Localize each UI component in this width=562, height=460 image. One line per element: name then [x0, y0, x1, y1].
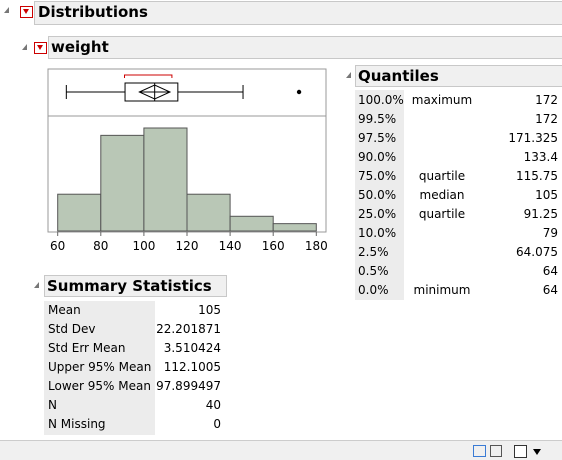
- variable-title: weight: [51, 38, 109, 56]
- quantile-percent: 2.5%: [358, 245, 389, 259]
- collapse-toggle[interactable]: [34, 282, 39, 288]
- stat-value: 105: [198, 303, 221, 317]
- quantile-percent: 75.0%: [358, 169, 397, 183]
- stat-value: 40: [205, 398, 221, 412]
- quantile-value: 171.325: [508, 131, 558, 145]
- x-tick-label: 120: [176, 239, 199, 253]
- quantile-value: 79: [542, 226, 558, 240]
- collapse-toggle[interactable]: [22, 44, 27, 50]
- home-icon[interactable]: [473, 445, 486, 457]
- quantile-label: minimum: [413, 283, 471, 297]
- quantile-label: maximum: [411, 93, 473, 107]
- quantile-value: 64: [542, 264, 558, 278]
- label-column: [44, 301, 155, 435]
- histogram-bar: [186, 193, 231, 232]
- quantile-label: median: [419, 188, 465, 202]
- quantile-percent: 10.0%: [358, 226, 397, 240]
- quantile-percent: 99.5%: [358, 112, 397, 126]
- quantile-percent: 50.0%: [358, 188, 397, 202]
- collapse-toggle[interactable]: [346, 72, 351, 78]
- red-menu[interactable]: [34, 42, 47, 54]
- quantile-value: 64: [542, 283, 558, 297]
- section-header: Distributions: [34, 1, 562, 25]
- quantile-value: 91.25: [523, 207, 558, 221]
- summary-title: Summary Statistics: [47, 277, 212, 295]
- stat-name: N: [48, 398, 57, 412]
- red-menu[interactable]: [20, 6, 33, 18]
- stat-value: 0: [213, 417, 221, 431]
- x-tick-label: 100: [132, 239, 155, 253]
- stat-name: Std Err Mean: [48, 341, 126, 355]
- quantile-value: 105: [535, 188, 558, 202]
- stat-value: 112.1005: [163, 360, 221, 374]
- quantile-value: 64.075: [516, 245, 558, 259]
- percent-column: [355, 90, 404, 300]
- outlier: [296, 89, 302, 95]
- histogram-bar: [229, 215, 274, 232]
- x-tick-label: 140: [219, 239, 242, 253]
- quantile-percent: 90.0%: [358, 150, 397, 164]
- layout-icon[interactable]: [490, 445, 502, 457]
- stat-name: Upper 95% Mean: [48, 360, 152, 374]
- x-tick-label: 60: [50, 239, 65, 253]
- stat-name: Std Dev: [48, 322, 96, 336]
- x-tick-label: 160: [262, 239, 285, 253]
- stat-name: N Missing: [48, 417, 106, 431]
- histogram-bar: [143, 127, 188, 232]
- stat-name: Lower 95% Mean: [48, 379, 151, 393]
- stat-value: 22.201871: [156, 322, 221, 336]
- quantile-value: 133.4: [523, 150, 558, 164]
- quantile-value: 115.75: [516, 169, 558, 183]
- checkbox-icon[interactable]: [514, 445, 527, 458]
- shortest-half: [124, 74, 173, 78]
- quantile-percent: 97.5%: [358, 131, 397, 145]
- quantile-percent: 100.0%: [358, 93, 404, 107]
- histogram-bar: [100, 134, 145, 232]
- section-header: weight: [48, 36, 562, 59]
- quantile-value: 172: [535, 112, 558, 126]
- distribution-plot: 60 80 100 120 140 160 180: [47, 68, 328, 253]
- header-title: Distributions: [38, 3, 148, 21]
- quantile-label: quartile: [418, 207, 466, 221]
- quantile-label: quartile: [418, 169, 466, 183]
- quantile-percent: 25.0%: [358, 207, 397, 221]
- histogram-bar: [57, 193, 102, 232]
- stat-value: 97.899497: [156, 379, 221, 393]
- section-header: Quantiles: [355, 65, 562, 87]
- x-tick-label: 180: [305, 239, 328, 253]
- x-tick-label: 80: [93, 239, 108, 253]
- quantile-percent: 0.5%: [358, 264, 389, 278]
- histogram-bar: [272, 223, 317, 232]
- section-header: Summary Statistics: [44, 275, 227, 297]
- dropdown-icon[interactable]: [533, 449, 541, 455]
- quantile-percent: 0.0%: [358, 283, 389, 297]
- status-bar: [0, 440, 562, 460]
- quantile-value: 172: [535, 93, 558, 107]
- stat-name: Mean: [48, 303, 81, 317]
- collapse-toggle[interactable]: [4, 7, 9, 13]
- stat-value: 3.510424: [163, 341, 221, 355]
- quantiles-title: Quantiles: [358, 67, 439, 85]
